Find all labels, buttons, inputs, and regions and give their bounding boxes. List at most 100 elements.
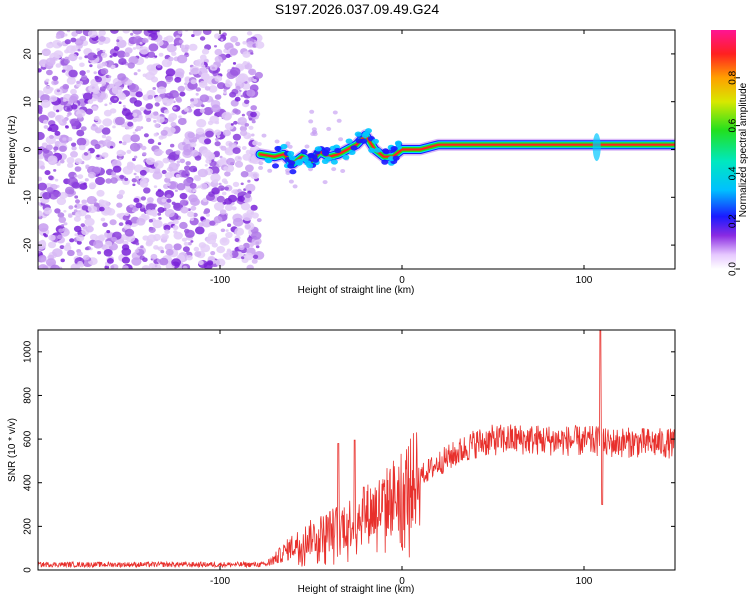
noise-blob	[132, 30, 142, 35]
noise-blob	[98, 234, 106, 241]
noise-blob	[103, 249, 113, 257]
noise-blob	[88, 182, 97, 189]
noise-blob	[201, 64, 206, 69]
noise-blob	[220, 228, 226, 233]
noise-blob	[187, 211, 195, 218]
noise-blob	[172, 225, 179, 231]
noise-blob	[132, 112, 138, 117]
noise-blob	[84, 178, 89, 182]
spectrogram-xlabel: Height of straight line (km)	[298, 285, 415, 296]
noise-blob	[216, 135, 221, 139]
noise-blob	[220, 38, 224, 41]
noise-blob	[132, 131, 136, 134]
noise-blob	[199, 54, 207, 61]
noise-blob	[122, 214, 130, 221]
noise-blob	[116, 193, 124, 200]
noise-blob	[187, 242, 192, 246]
noise-blob	[102, 222, 108, 228]
noise-blob	[135, 125, 142, 131]
noise-blob	[56, 89, 61, 93]
noise-blob	[214, 75, 223, 82]
noise-blob	[116, 50, 126, 58]
noise-blob	[104, 103, 108, 107]
noise-blob	[112, 125, 116, 129]
noise-blob	[93, 202, 99, 207]
noise-blob	[78, 56, 83, 60]
noise-blob	[100, 52, 108, 58]
noise-blob	[50, 264, 61, 269]
noise-blob	[79, 62, 85, 68]
noise-blob	[309, 109, 315, 114]
noise-blob	[75, 30, 83, 35]
noise-blob	[63, 59, 70, 64]
colorbar-tick-label: 0.0	[728, 262, 739, 276]
noise-blob	[40, 99, 51, 108]
noise-blob	[84, 247, 89, 251]
noise-blob	[250, 204, 258, 211]
noise-blob	[173, 43, 177, 47]
colorbar-label: Normalized spectral amplitude	[738, 82, 749, 217]
x-tick-label: 100	[576, 576, 593, 587]
noise-blob	[274, 139, 280, 144]
noise-blob	[232, 62, 237, 65]
y-tick-label: 10	[23, 96, 34, 108]
noise-blob	[190, 240, 194, 243]
noise-blob	[69, 238, 75, 243]
noise-blob	[45, 57, 56, 67]
noise-blob	[229, 91, 237, 98]
signal-blob	[289, 169, 297, 175]
noise-blob	[184, 165, 191, 171]
noise-blob	[234, 109, 241, 115]
noise-blob	[174, 76, 182, 83]
signal-blob	[374, 147, 382, 153]
noise-blob	[189, 165, 198, 173]
noise-blob	[99, 86, 106, 92]
noise-blob	[43, 119, 49, 125]
noise-blob	[66, 107, 71, 111]
noise-blob	[244, 123, 250, 127]
noise-blob	[152, 203, 157, 208]
noise-blob	[242, 51, 251, 58]
noise-blob	[92, 123, 96, 127]
noise-blob	[232, 217, 244, 227]
noise-blob	[38, 250, 41, 254]
noise-blob	[204, 86, 211, 91]
noise-blob	[253, 79, 257, 82]
noise-blob	[147, 30, 153, 34]
noise-blob	[73, 225, 82, 233]
noise-blob	[83, 182, 87, 186]
noise-blob	[209, 220, 216, 226]
noise-blob	[135, 175, 140, 180]
noise-blob	[53, 146, 59, 151]
noise-blob	[210, 251, 216, 256]
noise-blob	[87, 52, 97, 61]
noise-blob	[212, 179, 218, 184]
noise-blob	[245, 164, 254, 172]
noise-blob	[86, 69, 90, 73]
noise-blob	[311, 130, 317, 135]
noise-blob	[47, 127, 53, 132]
noise-blob	[70, 118, 80, 127]
noise-blob	[76, 251, 83, 257]
noise-blob	[173, 106, 177, 110]
signal-blob	[264, 157, 272, 163]
noise-blob	[54, 208, 61, 214]
noise-blob	[77, 174, 84, 180]
noise-blob	[141, 265, 151, 269]
noise-blob	[139, 107, 145, 112]
noise-blob	[83, 254, 90, 261]
noise-blob	[139, 41, 143, 45]
signal-blob	[330, 159, 338, 165]
y-tick-label: 200	[23, 518, 34, 535]
noise-blob	[214, 141, 221, 147]
noise-blob	[138, 115, 143, 119]
noise-blob	[221, 237, 228, 243]
noise-blob	[97, 97, 104, 103]
y-tick-label: 20	[23, 48, 34, 60]
noise-blob	[156, 31, 160, 35]
noise-blob	[195, 87, 201, 92]
noise-blob	[38, 255, 47, 263]
noise-blob	[62, 137, 67, 141]
noise-blob	[142, 257, 148, 263]
noise-blob	[188, 194, 198, 203]
